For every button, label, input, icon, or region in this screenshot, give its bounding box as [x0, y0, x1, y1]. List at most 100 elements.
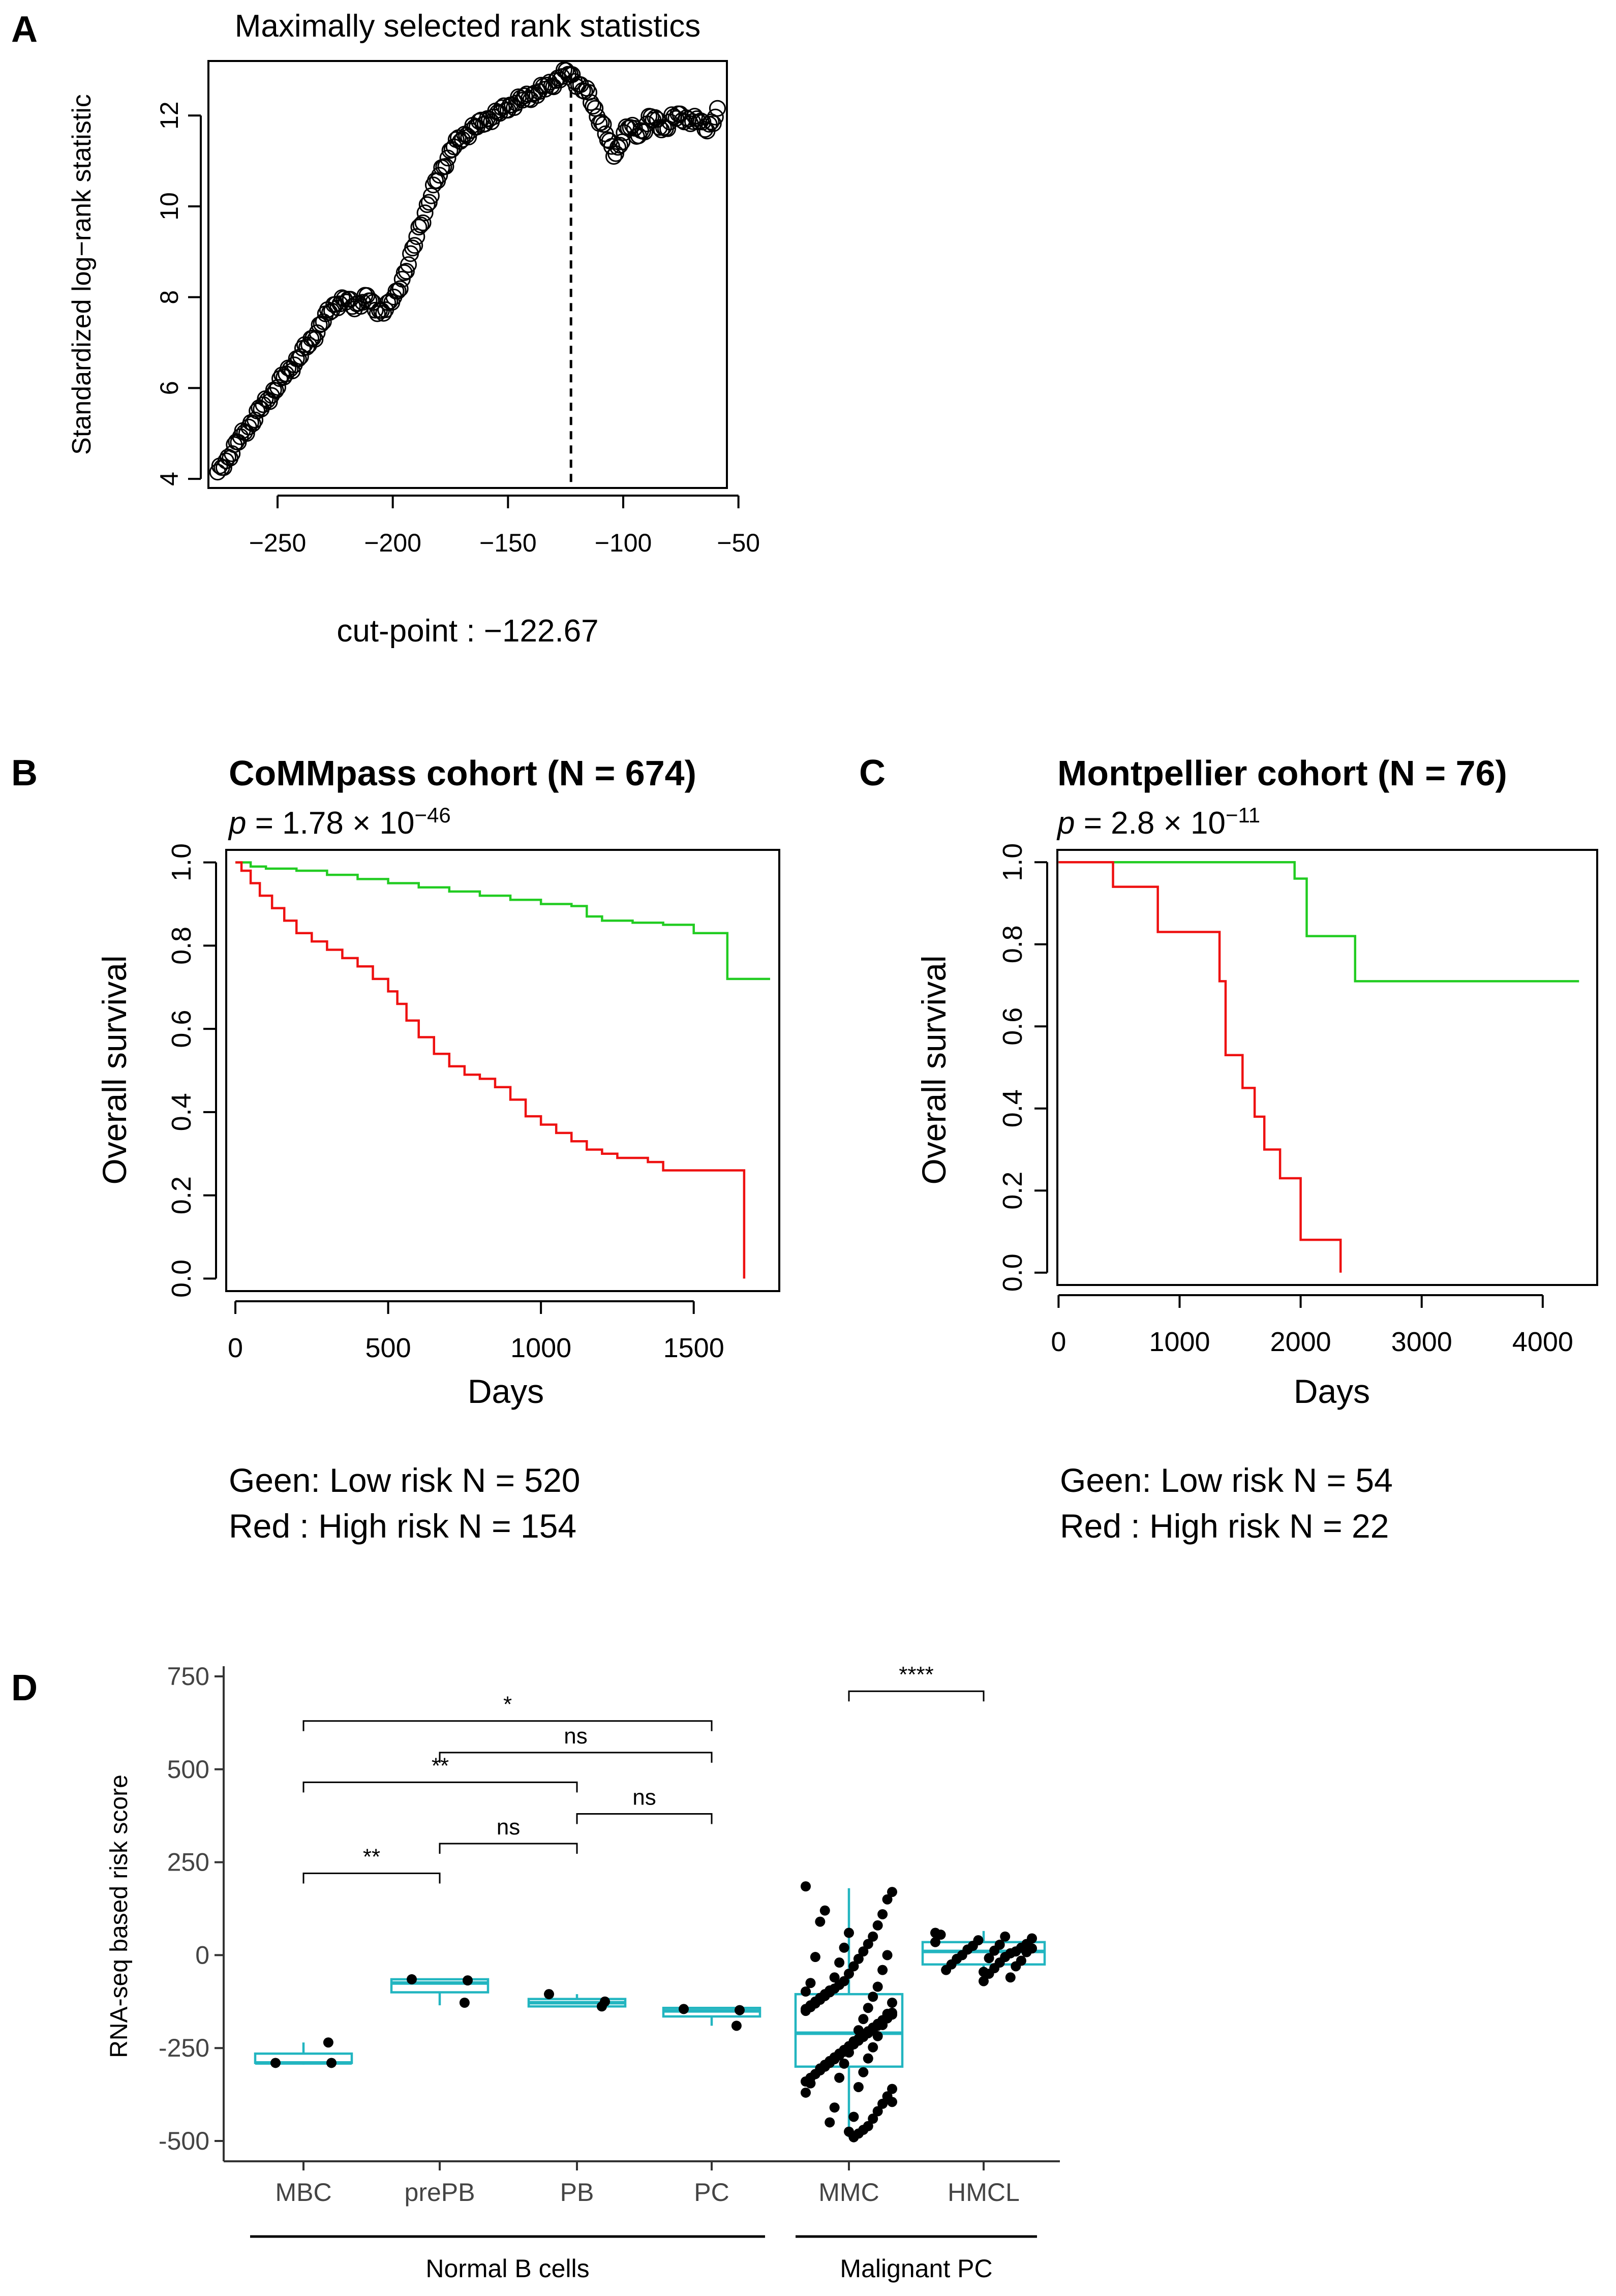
- panel-a-point: [583, 94, 600, 111]
- panel-d-point-mmc: [877, 2019, 888, 2030]
- panel-c-x-tick-label: 0: [1051, 1327, 1066, 1357]
- panel-d-point-mmc: [887, 1997, 897, 2008]
- panel-a-point: [315, 313, 332, 330]
- panel-d-point-mmc: [848, 1961, 859, 1972]
- panel-d-x-axis-ticks: MBC prePB PB PC MMC HMCL: [275, 2161, 1020, 2207]
- panel-d-point-pc: [731, 2021, 742, 2031]
- panel-a-y-tick-label: 4: [155, 472, 184, 486]
- panel-a-point: [614, 133, 631, 150]
- panel-a-point: [709, 100, 726, 117]
- panel-c-title: Montpellier cohort (N = 76): [1057, 753, 1507, 793]
- panel-b-x-axis-ticks: 0 500 1000 1500: [228, 1300, 724, 1363]
- panel-d-point-mmc: [839, 2058, 849, 2069]
- panel-d-point-hmcl: [941, 1965, 952, 1975]
- panel-a-point: [400, 256, 417, 273]
- panel-d-point-mmc: [819, 1905, 830, 1916]
- panel-b-x-tick-label: 1500: [663, 1333, 724, 1363]
- panel-a-point: [612, 137, 629, 154]
- panel-d-x-tick-label: PC: [694, 2178, 729, 2207]
- panel-b-survival-curves: [235, 861, 770, 1279]
- panel-d-group-label-normal: Normal B cells: [425, 2254, 589, 2283]
- panel-d-bracket: [302, 1720, 713, 1731]
- panel-c-curve-low-risk: [1058, 861, 1579, 983]
- panel-a-point: [404, 239, 421, 257]
- panel-a-point: [528, 87, 545, 104]
- panel-a-y-tick-label: 6: [155, 381, 184, 395]
- panel-c-y-tick-label: 0.0: [997, 1253, 1028, 1292]
- panel-d-point-mmc: [872, 1981, 883, 1992]
- panel-c-y-tick-label: 0.2: [997, 1172, 1028, 1210]
- panel-a-x-tick-label: −200: [364, 529, 421, 557]
- panel-a-x-tick-label: −100: [595, 529, 652, 557]
- panel-b-y-tick-label: 0.2: [166, 1176, 197, 1214]
- panel-a-point: [422, 187, 440, 204]
- panel-a-point: [410, 219, 428, 236]
- panel-d-point-mmc: [834, 2072, 845, 2083]
- panel-a-title: Maximally selected rank statistics: [235, 9, 701, 44]
- panel-a-point: [259, 391, 276, 409]
- panel-d-y-tick-label: 250: [167, 1848, 209, 1877]
- panel-d-point-mmc: [839, 1942, 849, 1953]
- panel-d-x-tick-label: MBC: [275, 2178, 331, 2207]
- panel-a-point: [379, 294, 397, 311]
- panel-d-point-mbc: [323, 2037, 333, 2048]
- panel-d-point-mmc: [863, 2003, 873, 2013]
- panel-d-x-tick-label: MMC: [818, 2178, 879, 2207]
- panel-c-x-tick-label: 3000: [1391, 1327, 1452, 1357]
- panel-d-point-pb: [544, 1989, 554, 2000]
- panel-d-point-mmc: [844, 1968, 854, 1979]
- panel-c-x-tick-label: 2000: [1270, 1327, 1331, 1357]
- panel-b: B CoMMpass cohort (N = 674) p = 1.78 × 1…: [11, 753, 780, 1545]
- panel-c-x-axis-ticks: 0 1000 2000 3000 4000: [1051, 1294, 1573, 1357]
- panel-d-point-pb: [596, 2001, 607, 2012]
- panel-c-x-axis-title: Days: [1294, 1372, 1370, 1410]
- panel-a-point: [564, 66, 581, 83]
- panel-d-y-axis-title: RNA-seq based risk score: [106, 1774, 133, 2058]
- panel-a-point: [593, 114, 610, 131]
- panel-c-pvalue-prefix: p: [1056, 806, 1075, 841]
- panel-d-box-prepb: [390, 1978, 490, 1994]
- panel-label-c: C: [859, 753, 886, 793]
- panel-a-y-tick-label: 8: [155, 290, 184, 304]
- panel-d-bracket: [302, 1873, 441, 1884]
- panel-d: D -500 -250 0 250 500 750 MBC prePB PB PC MMC HMCL…: [11, 1662, 1060, 2283]
- panel-a-point: [391, 280, 409, 297]
- panel-d-point-mmc: [801, 1881, 811, 1892]
- panel-d-x-tick-label: prePB: [405, 2178, 475, 2207]
- panel-c-legend-line-2: Red : High risk N = 22: [1060, 1507, 1389, 1545]
- panel-d-x-tick-label: PB: [560, 2178, 594, 2207]
- panel-b-y-tick-label: 0.6: [166, 1010, 197, 1048]
- panel-d-point-mmc: [858, 1946, 869, 1957]
- panel-d-point-mmc: [834, 1957, 845, 1968]
- panel-a-x-tick-label: −150: [479, 529, 537, 557]
- panel-d-group-label-malignant: Malignant PC: [840, 2254, 992, 2283]
- panel-a-point: [406, 237, 423, 254]
- panel-b-y-tick-label: 0.4: [166, 1093, 197, 1131]
- panel-d-point-mmc: [868, 2042, 878, 2053]
- panel-c-pvalue-text: = 2.8 × 10: [1084, 806, 1226, 841]
- panel-a-point: [389, 282, 407, 299]
- panel-d-point-mmc: [801, 2004, 811, 2014]
- panel-a-y-tick-label: 12: [155, 101, 184, 130]
- panel-d-y-axis-ticks: -500 -250 0 250 500 750: [159, 1662, 224, 2155]
- panel-a-points: [209, 61, 726, 481]
- panel-b-legend-line-1: Geen: Low risk N = 520: [229, 1461, 581, 1499]
- panel-b-title: CoMMpass cohort (N = 674): [229, 753, 696, 793]
- panel-c-plot-frame: [1056, 849, 1598, 1286]
- panel-d-point-mmc: [882, 2008, 893, 2019]
- panel-a-y-tick-label: 10: [155, 192, 184, 221]
- panel-a-point: [431, 167, 448, 184]
- panel-a-point: [412, 217, 430, 234]
- panel-d-point-mmc: [887, 2084, 897, 2094]
- panel-a-point: [587, 100, 604, 117]
- panel-d-point-mmc: [877, 1965, 888, 1975]
- panel-d-bracket-label: ns: [497, 1815, 520, 1840]
- panel-d-bracket-label: ****: [899, 1662, 934, 1687]
- panel-d-points: [270, 1881, 1037, 2142]
- panel-d-point-hmcl: [984, 1953, 994, 1964]
- panel-b-curve-high-risk: [235, 861, 746, 1279]
- panel-a-y-axis-title: Standardized log−rank statistic: [67, 94, 97, 455]
- panel-d-y-tick-label: 500: [167, 1755, 209, 1784]
